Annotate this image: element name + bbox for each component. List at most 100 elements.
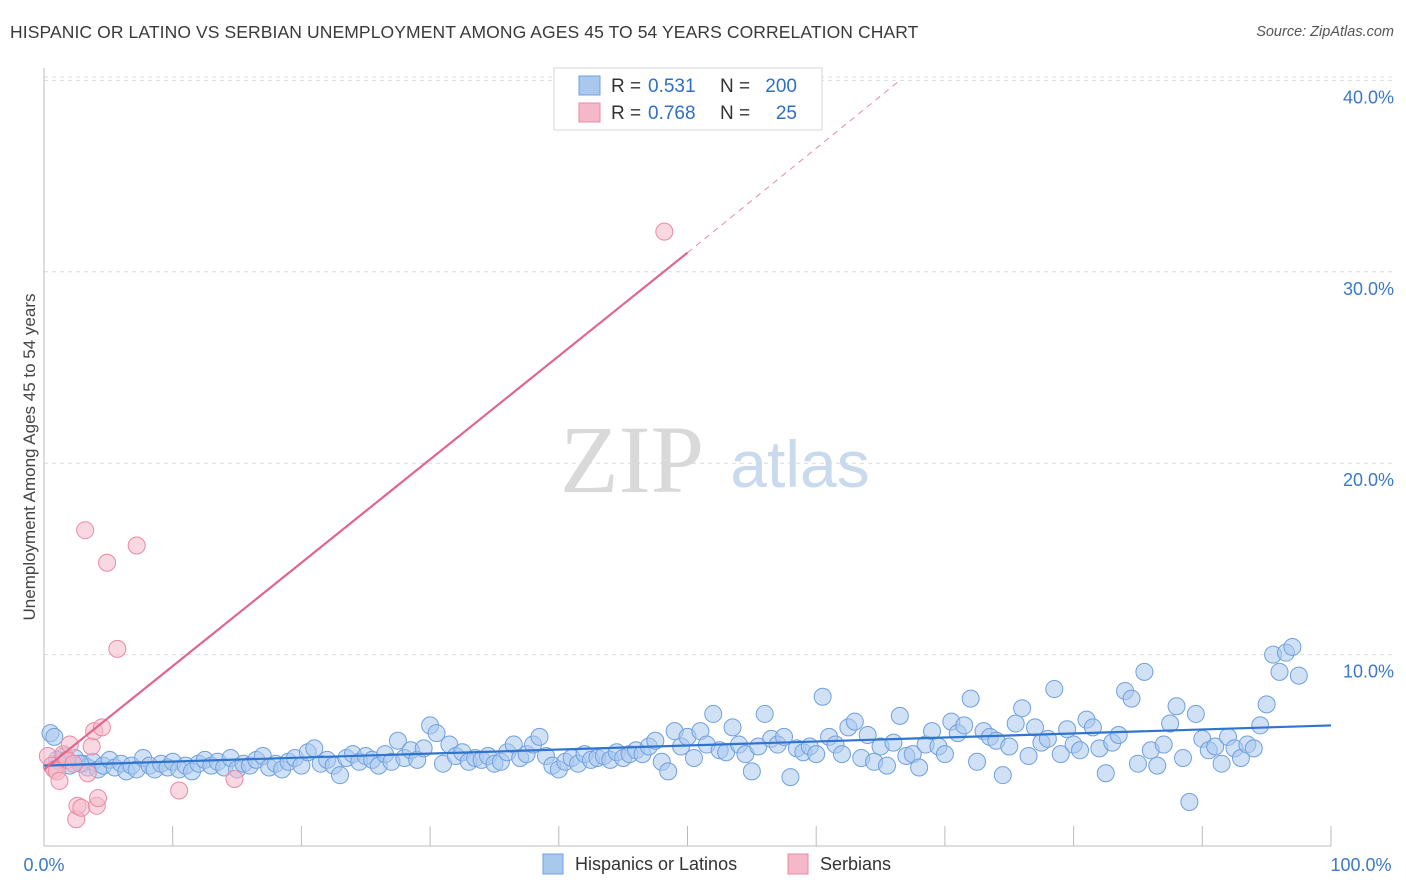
source-label: Source: ZipAtlas.com: [1256, 24, 1394, 40]
data-point-hispanics: [1006, 714, 1025, 733]
x-tick-label-max: 100.0%: [1330, 855, 1391, 875]
data-point-serbians: [655, 222, 674, 241]
data-point-serbians: [127, 536, 146, 555]
data-point-hispanics: [955, 716, 974, 735]
data-point-hispanics: [961, 689, 980, 708]
x-tick-label-min: 0.0%: [23, 855, 64, 875]
data-point-hispanics: [1109, 725, 1128, 744]
data-point-serbians: [98, 553, 117, 572]
data-point-hispanics: [646, 731, 665, 750]
data-point-hispanics: [1058, 720, 1077, 739]
series-legend: Hispanics or Latinos Serbians: [542, 853, 891, 875]
data-point-hispanics: [845, 712, 864, 731]
data-point-hispanics: [1051, 745, 1070, 764]
data-point-hispanics: [1173, 748, 1192, 767]
data-point-hispanics: [1167, 697, 1186, 716]
data-point-hispanics: [1128, 754, 1147, 773]
data-point-hispanics: [877, 756, 896, 775]
data-point-serbians: [108, 639, 127, 658]
data-point-serbians: [82, 737, 101, 756]
legend-r-label: R =: [611, 76, 641, 97]
data-point-hispanics: [993, 766, 1012, 785]
gridlines: [44, 76, 1394, 656]
data-point-hispanics: [684, 748, 703, 767]
data-point-hispanics: [1161, 714, 1180, 733]
data-point-hispanics: [1025, 718, 1044, 737]
data-point-hispanics: [1096, 764, 1115, 783]
data-point-hispanics: [1135, 662, 1154, 681]
data-point-hispanics: [331, 766, 350, 785]
x-axis-ticks: [172, 826, 1332, 846]
series-serbians-points: [38, 222, 674, 829]
data-point-hispanics: [723, 718, 742, 737]
trend-line-serbians: [43, 251, 689, 771]
data-point-serbians: [50, 771, 69, 790]
data-point-serbians: [72, 798, 91, 817]
data-point-hispanics: [1038, 729, 1057, 748]
legend-r-value: 0.768: [648, 103, 696, 124]
data-point-hispanics: [704, 704, 723, 723]
data-point-hispanics: [832, 745, 851, 764]
legend-r-value: 0.531: [648, 76, 696, 97]
data-point-hispanics: [1045, 680, 1064, 699]
legend-n-value: 200: [765, 76, 797, 97]
data-point-serbians: [170, 781, 189, 800]
data-point-hispanics: [1148, 756, 1167, 775]
data-point-hispanics: [1283, 637, 1302, 656]
data-point-hispanics: [1122, 689, 1141, 708]
y-tick-label: 10.0%: [1343, 662, 1394, 682]
data-point-hispanics: [968, 752, 987, 771]
data-point-hispanics: [45, 727, 64, 746]
y-axis-label: Unemployment Among Ages 45 to 54 years: [20, 294, 39, 621]
legend-label-serbians: Serbians: [820, 854, 891, 874]
data-point-hispanics: [1180, 792, 1199, 811]
data-point-hispanics: [910, 758, 929, 777]
data-point-serbians: [92, 718, 111, 737]
data-point-hispanics: [813, 687, 832, 706]
data-point-hispanics: [1257, 695, 1276, 714]
correlation-legend: R = 0.531 N = 200 R = 0.768 N = 25: [553, 67, 823, 131]
data-point-hispanics: [742, 762, 761, 781]
data-point-hispanics: [1186, 704, 1205, 723]
legend-swatch-hispanics: [542, 853, 564, 875]
legend-n-value: 25: [776, 103, 797, 124]
data-point-hispanics: [427, 724, 446, 743]
data-point-hispanics: [807, 745, 826, 764]
trend-line-hispanics: [43, 724, 1332, 767]
data-point-hispanics: [388, 731, 407, 750]
data-point-hispanics: [1071, 741, 1090, 760]
watermark-zip: ZIP: [560, 406, 704, 513]
legend-n-label: N =: [720, 76, 750, 97]
legend-swatch-blue: [578, 75, 601, 96]
data-point-hispanics: [923, 722, 942, 741]
watermark-atlas: atlas: [730, 427, 869, 501]
data-point-serbians: [76, 521, 95, 540]
data-point-hispanics: [890, 706, 909, 725]
legend-swatch-serbians: [787, 853, 809, 875]
data-point-serbians: [89, 789, 108, 808]
data-point-hispanics: [1251, 716, 1270, 735]
data-point-hispanics: [1154, 735, 1173, 754]
data-point-hispanics: [1000, 737, 1019, 756]
data-point-hispanics: [530, 727, 549, 746]
data-point-hispanics: [659, 762, 678, 781]
data-point-hispanics: [884, 733, 903, 752]
data-point-serbians: [78, 764, 97, 783]
legend-r-label: R =: [611, 103, 641, 124]
data-point-serbians: [60, 735, 79, 754]
y-tick-label: 30.0%: [1343, 279, 1394, 299]
data-point-hispanics: [1270, 662, 1289, 681]
y-axis-tick-labels: 10.0% 20.0% 30.0% 40.0%: [1343, 87, 1394, 681]
legend-label-hispanics: Hispanics or Latinos: [575, 854, 737, 874]
chart-title: HISPANIC OR LATINO VS SERBIAN UNEMPLOYME…: [10, 22, 919, 42]
data-point-hispanics: [1206, 737, 1225, 756]
data-point-hispanics: [755, 704, 774, 723]
y-tick-label: 40.0%: [1343, 87, 1394, 107]
legend-swatch-pink: [578, 102, 601, 123]
data-point-hispanics: [781, 768, 800, 787]
trend-extension-serbians: [687, 80, 901, 254]
data-point-hispanics: [775, 727, 794, 746]
y-tick-label: 20.0%: [1343, 470, 1394, 490]
data-point-hispanics: [935, 745, 954, 764]
